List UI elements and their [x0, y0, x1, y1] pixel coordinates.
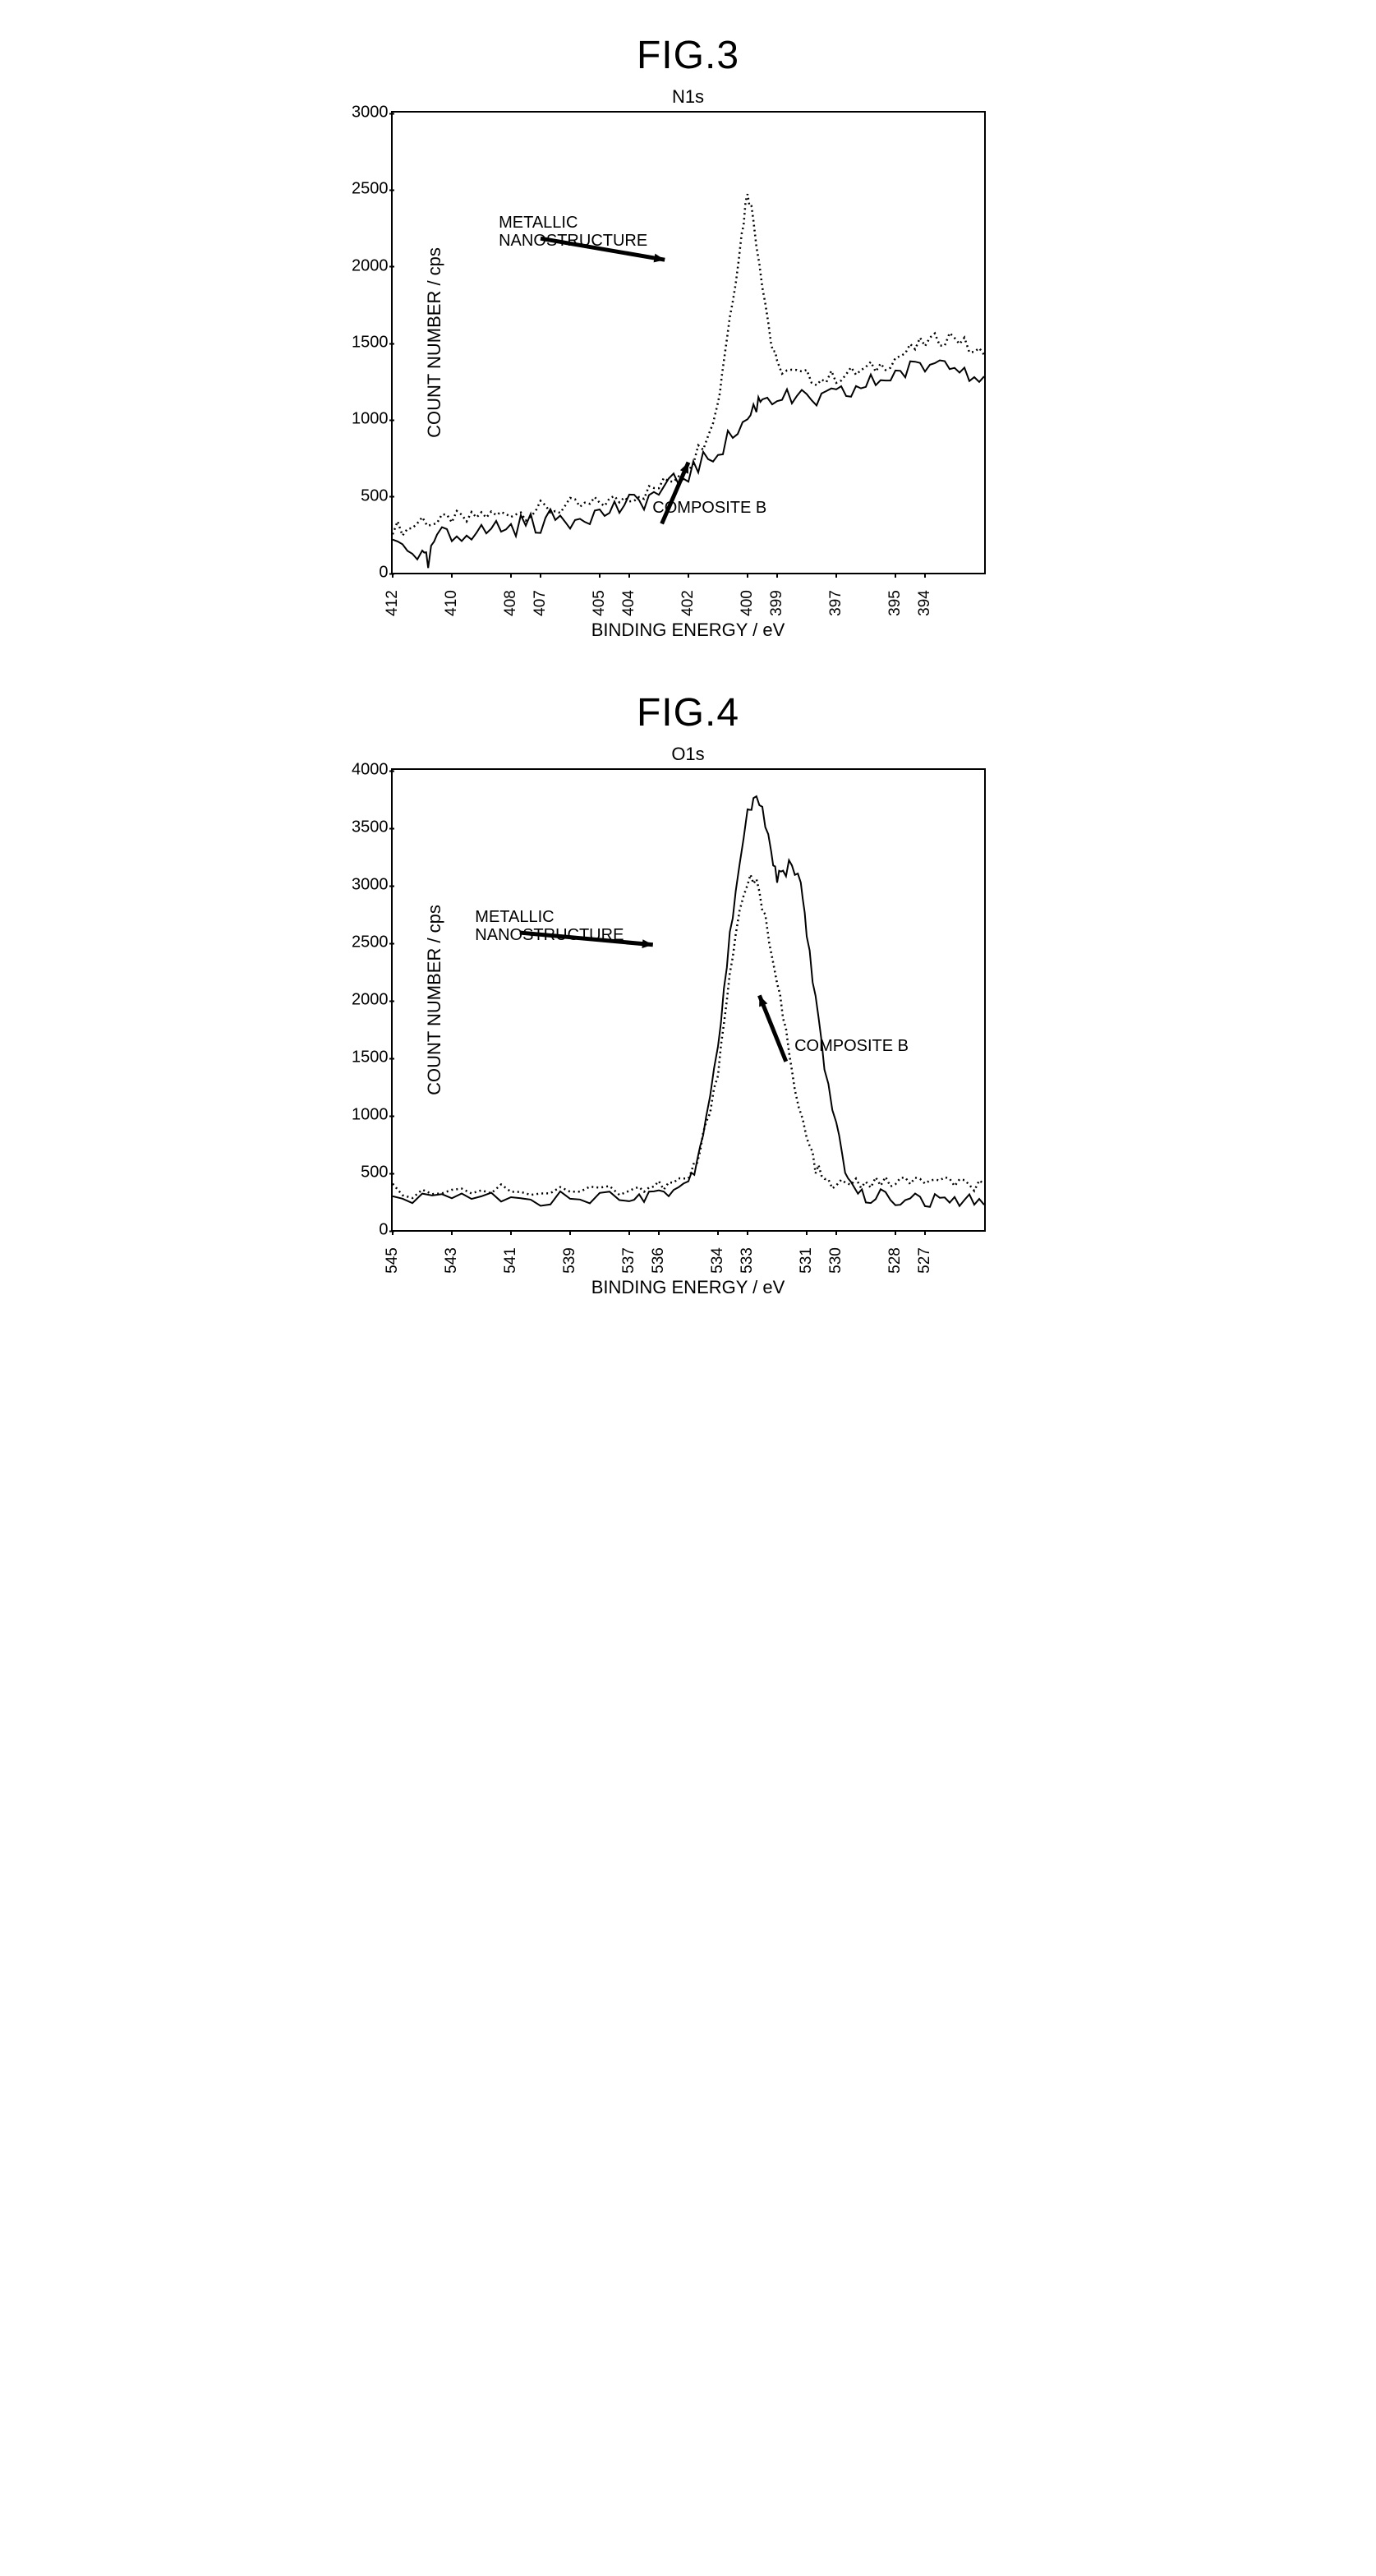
- x-tick-mark: [510, 1230, 512, 1235]
- x-tick-mark: [688, 573, 689, 578]
- annotation-label: COMPOSITE B: [794, 1037, 909, 1055]
- y-tick: 500: [343, 486, 389, 505]
- x-tick: 539: [561, 1247, 579, 1274]
- figure-block: FIG.4 O1s COUNT NUMBER / cps05001000150020…: [391, 690, 986, 1298]
- x-tick: 528: [886, 1247, 904, 1274]
- x-tick-mark: [451, 573, 453, 578]
- x-tick: 537: [620, 1247, 638, 1274]
- annotation-label: METALLICNANOSTRUCTURE: [475, 908, 624, 944]
- x-tick: 533: [739, 1247, 757, 1274]
- x-tick: 541: [502, 1247, 520, 1274]
- x-axis-label: BINDING ENERGY / eV: [391, 1277, 986, 1298]
- y-tick: 1000: [343, 1106, 389, 1125]
- figure-label: FIG.4: [391, 690, 986, 735]
- x-tick: 404: [620, 590, 638, 616]
- x-tick-mark: [895, 1230, 896, 1235]
- x-tick: 530: [827, 1247, 845, 1274]
- x-tick: 402: [679, 590, 697, 616]
- x-tick: 536: [650, 1247, 668, 1274]
- x-tick: 395: [886, 590, 904, 616]
- x-tick-mark: [776, 573, 778, 578]
- y-tick: 2500: [343, 933, 389, 952]
- y-tick: 1000: [343, 410, 389, 429]
- chart-title: N1s: [391, 86, 986, 108]
- chart-wrap: N1s COUNT NUMBER / cps0500100015002000250…: [391, 86, 986, 641]
- x-tick-mark: [392, 1230, 393, 1235]
- x-tick: 407: [532, 590, 550, 616]
- x-tick: 534: [709, 1247, 727, 1274]
- figure-block: FIG.3 N1s COUNT NUMBER / cps05001000150020…: [391, 33, 986, 641]
- x-tick-mark: [599, 573, 601, 578]
- annotation-label: COMPOSITE B: [652, 499, 766, 517]
- x-tick-mark: [510, 573, 512, 578]
- x-tick: 410: [443, 590, 461, 616]
- x-tick: 394: [916, 590, 934, 616]
- x-tick: 397: [827, 590, 845, 616]
- x-tick-mark: [835, 1230, 837, 1235]
- x-tick-mark: [717, 1230, 719, 1235]
- plot-area: COUNT NUMBER / cps0500100015002000250030…: [391, 111, 986, 574]
- x-tick-mark: [806, 1230, 808, 1235]
- chart-wrap: O1s COUNT NUMBER / cps0500100015002000250…: [391, 744, 986, 1298]
- x-tick: 543: [443, 1247, 461, 1274]
- x-tick-mark: [569, 1230, 571, 1235]
- x-tick-mark: [895, 573, 896, 578]
- x-tick-mark: [658, 1230, 660, 1235]
- annotation-arrowhead: [759, 995, 767, 1007]
- plot-area: COUNT NUMBER / cps0500100015002000250030…: [391, 768, 986, 1232]
- y-tick: 1500: [343, 1048, 389, 1067]
- x-tick-mark: [835, 573, 837, 578]
- x-tick: 405: [591, 590, 609, 616]
- y-tick: 3000: [343, 876, 389, 895]
- y-tick: 2000: [343, 256, 389, 275]
- y-tick: 2000: [343, 991, 389, 1010]
- x-tick-mark: [747, 1230, 748, 1235]
- x-tick-mark: [451, 1230, 453, 1235]
- y-tick: 4000: [343, 761, 389, 780]
- x-tick: 399: [768, 590, 786, 616]
- x-tick: 527: [916, 1247, 934, 1274]
- annotation-label: METALLICNANOSTRUCTURE: [499, 214, 647, 250]
- x-tick: 545: [384, 1247, 402, 1274]
- figure-label: FIG.3: [391, 33, 986, 78]
- x-tick: 400: [739, 590, 757, 616]
- x-tick-mark: [392, 573, 393, 578]
- y-tick: 3000: [343, 104, 389, 122]
- series-0: [393, 194, 984, 536]
- svg-layer: [393, 770, 984, 1230]
- x-tick: 408: [502, 590, 520, 616]
- x-tick-mark: [540, 573, 541, 578]
- x-tick-mark: [924, 573, 926, 578]
- x-tick-mark: [747, 573, 748, 578]
- y-tick: 0: [343, 564, 389, 583]
- x-tick-mark: [924, 1230, 926, 1235]
- x-tick: 412: [384, 590, 402, 616]
- y-tick: 1500: [343, 334, 389, 353]
- series-1: [393, 796, 984, 1207]
- x-tick-mark: [628, 573, 630, 578]
- x-axis-label: BINDING ENERGY / eV: [391, 620, 986, 641]
- y-tick: 3500: [343, 818, 389, 837]
- x-tick: 531: [798, 1247, 816, 1274]
- chart-title: O1s: [391, 744, 986, 765]
- y-tick: 0: [343, 1221, 389, 1240]
- y-tick: 2500: [343, 180, 389, 199]
- y-tick: 500: [343, 1164, 389, 1182]
- x-tick-mark: [628, 1230, 630, 1235]
